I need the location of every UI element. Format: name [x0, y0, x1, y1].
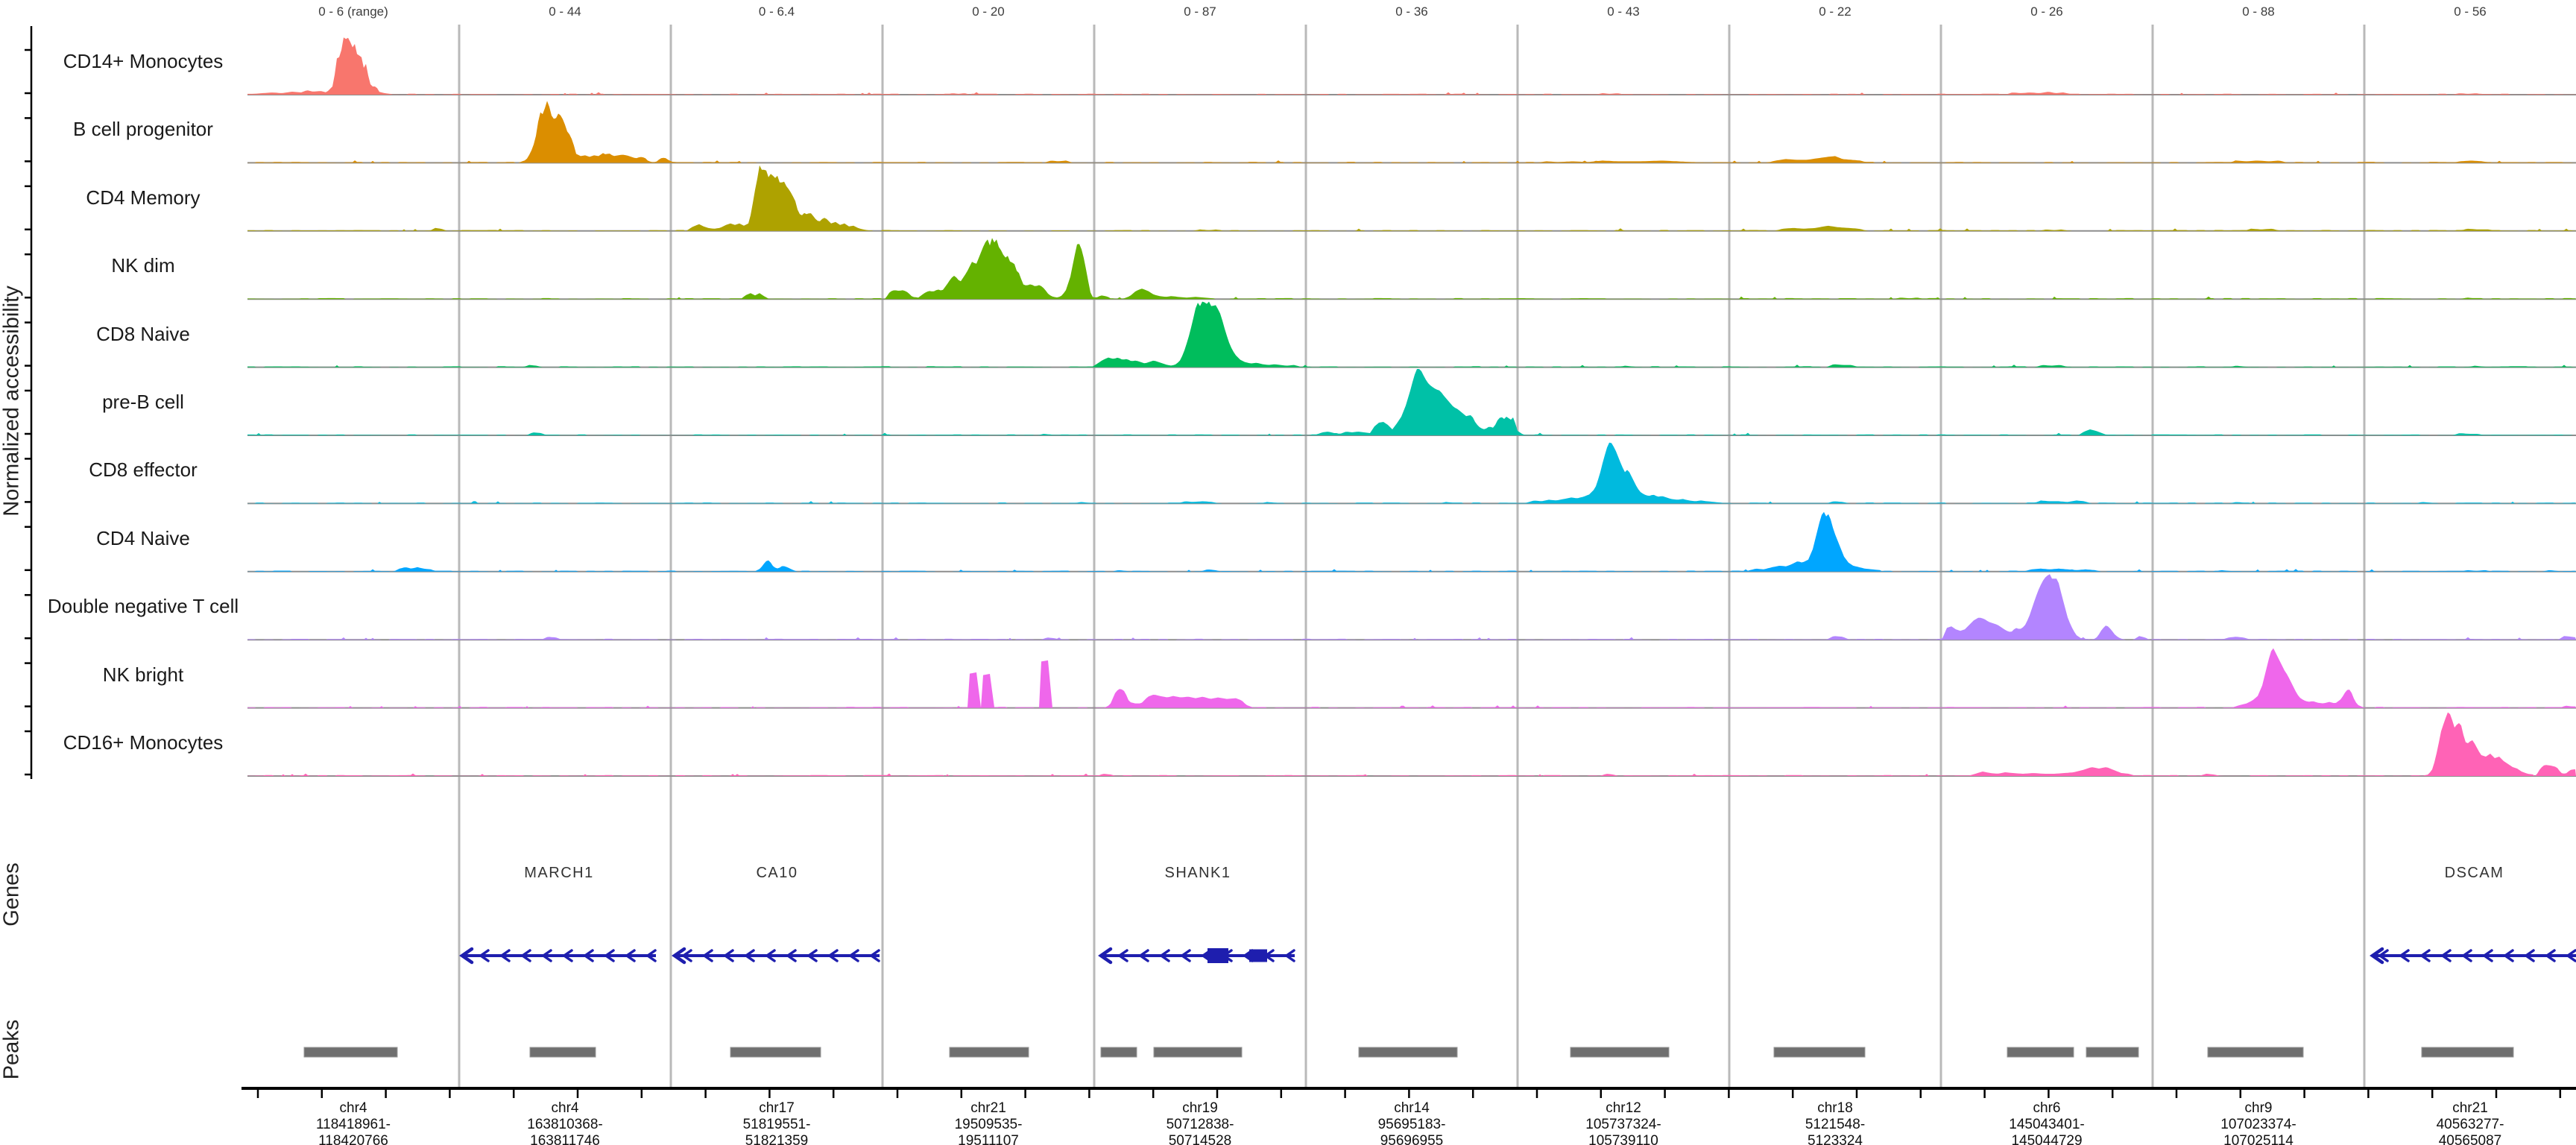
gene-strand-arrow-icon	[478, 949, 490, 962]
gene-strand-arrow-icon	[1284, 949, 1295, 962]
gene-strand-arrow-icon	[2502, 949, 2514, 962]
gene-strand-arrow-icon	[1179, 949, 1191, 962]
signal-cd8-naive	[247, 301, 2576, 368]
gene-strand-arrow-icon	[1158, 949, 1170, 962]
gene-strand-arrow-icon	[603, 949, 615, 962]
gene-exon-box	[1249, 949, 1267, 962]
gene-strand-arrow-icon	[2544, 949, 2556, 962]
gene-strand-arrow-icon	[561, 949, 573, 962]
peak-bar	[1100, 1047, 1137, 1058]
peak-bar	[2421, 1047, 2514, 1058]
gene-end-arrow-icon	[672, 947, 686, 965]
gene-strand-arrow-icon	[624, 949, 636, 962]
peak-bar	[1773, 1047, 1866, 1058]
gene-strand-arrow-icon	[2460, 949, 2472, 962]
gene-end-arrow-icon	[459, 947, 474, 965]
gene-strand-arrow-icon	[847, 949, 859, 962]
peak-bar	[529, 1047, 596, 1058]
gene-strand-arrow-icon	[2523, 949, 2535, 962]
gene-strand-arrow-icon	[520, 949, 531, 962]
gene-strand-arrow-icon	[582, 949, 594, 962]
gene-strand-arrow-icon	[868, 949, 880, 962]
peak-bar	[1358, 1047, 1458, 1058]
signal-nk-bright	[247, 648, 2576, 708]
gene-strand-arrow-icon	[2440, 949, 2452, 962]
signal-cd14-monocytes	[247, 37, 2576, 95]
peak-bar	[2207, 1047, 2304, 1058]
gene-strand-arrow-icon	[722, 949, 734, 962]
peak-bar	[949, 1047, 1029, 1058]
signal-cd4-memory	[247, 165, 2576, 231]
signal-cd4-naive	[247, 511, 2576, 572]
gene-strand-arrow-icon	[540, 949, 552, 962]
signal-nk-dim	[247, 238, 2576, 300]
gene-strand-arrow-icon	[499, 949, 511, 962]
gene-strand-arrow-icon	[2398, 949, 2410, 962]
signal-b-cell-progenitor	[247, 101, 2576, 163]
signal-pre-b-cell	[247, 369, 2576, 435]
gene-strand-arrow-icon	[1117, 949, 1128, 962]
gene-strand-arrow-icon	[2565, 949, 2576, 962]
gene-strand-arrow-icon	[2377, 949, 2389, 962]
gene-strand-arrow-icon	[827, 949, 839, 962]
peak-bar	[2086, 1047, 2139, 1058]
gene-strand-arrow-icon	[806, 949, 818, 962]
peak-bar	[2007, 1047, 2074, 1058]
gene-strand-arrow-icon	[785, 949, 797, 962]
signal-double-negative-t-cell	[247, 574, 2576, 640]
peak-bar	[1153, 1047, 1243, 1058]
signal-cd8-effector	[247, 442, 2576, 504]
gene-strand-arrow-icon	[2419, 949, 2431, 962]
gene-exon-box	[1208, 948, 1228, 963]
peak-bar	[730, 1047, 821, 1058]
peak-bar	[303, 1047, 398, 1058]
signal-cd16-monocytes	[247, 712, 2576, 776]
gene-end-arrow-icon	[1098, 947, 1113, 965]
gene-strand-arrow-icon	[1137, 949, 1149, 962]
gene-strand-arrow-icon	[2481, 949, 2493, 962]
gene-strand-arrow-icon	[743, 949, 755, 962]
gene-strand-arrow-icon	[764, 949, 776, 962]
gene-strand-arrow-icon	[701, 949, 713, 962]
gene-strand-arrow-icon	[645, 949, 657, 962]
gene-end-arrow-icon	[2370, 947, 2384, 965]
peak-bar	[1570, 1047, 1670, 1058]
gene-strand-arrow-icon	[681, 949, 692, 962]
